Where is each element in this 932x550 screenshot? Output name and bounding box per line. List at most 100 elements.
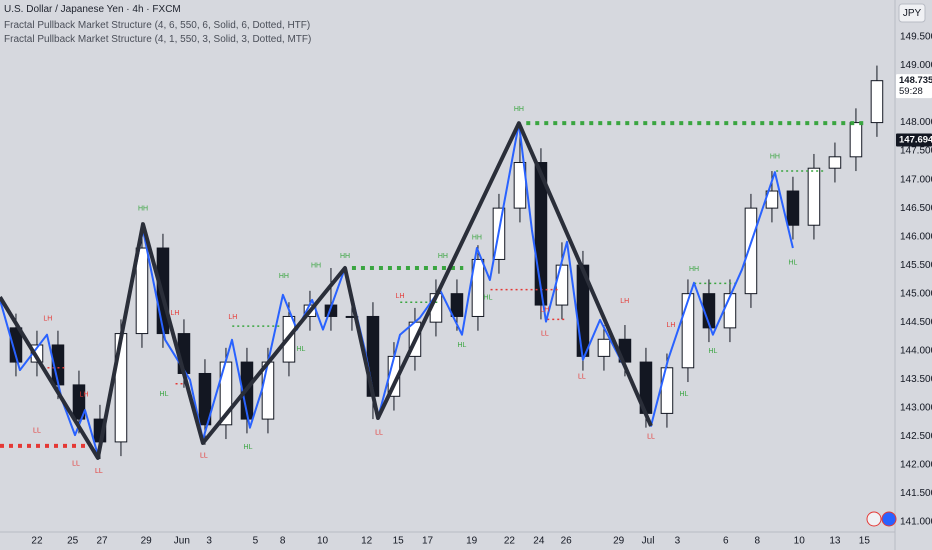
candle-body [555, 264, 569, 306]
x-tick-label: 24 [533, 536, 545, 547]
currency-box[interactable] [898, 3, 926, 23]
structure-label: HH [279, 273, 289, 280]
y-tick-label: 141.000 [900, 516, 932, 527]
candle-body [135, 247, 149, 335]
structure-label: HH [472, 235, 482, 242]
candle-body [534, 162, 548, 306]
candle-body [9, 327, 23, 363]
structure-label: HH [438, 253, 448, 260]
x-tick-label: 6 [723, 536, 729, 547]
indicator-label: Fractal Pullback Market Structure (4, 1,… [4, 34, 312, 45]
structure-label: LL [375, 430, 383, 437]
candle-body [30, 344, 44, 363]
x-tick-label: 8 [280, 536, 286, 547]
candle-body [870, 80, 884, 124]
x-tick-label: 10 [317, 536, 329, 547]
candle-body [471, 258, 485, 317]
structure-label: LH [80, 391, 89, 398]
y-tick-label: 143.000 [900, 402, 932, 413]
y-tick-label: 145.000 [900, 288, 932, 299]
y-tick-label: 142.000 [900, 459, 932, 470]
structure-label: HH [340, 253, 350, 260]
x-tick-label: 26 [561, 536, 573, 547]
candle-body [681, 293, 695, 369]
y-tick-label: 143.500 [900, 374, 932, 385]
x-tick-label: 8 [754, 536, 760, 547]
x-tick-label: 15 [393, 536, 405, 547]
structure-label: HH [514, 106, 524, 113]
x-tick-label: 27 [96, 536, 108, 547]
x-tick-label: 3 [675, 536, 681, 547]
y-tick-label: 146.000 [900, 231, 932, 242]
y-tick-label: 149.500 [900, 32, 932, 43]
x-tick-label: 25 [67, 536, 79, 547]
y-tick-label: 146.500 [900, 203, 932, 214]
x-tick-label: 15 [859, 536, 871, 547]
structure-label: HL [708, 348, 717, 355]
y-tick-label: 147.500 [900, 146, 932, 157]
structure-label: LH [540, 306, 549, 313]
structure-label: LH [620, 298, 629, 305]
x-tick-label: 13 [829, 536, 841, 547]
y-tick-label: 149.000 [900, 60, 932, 71]
structure-label: LH [666, 322, 675, 329]
chart-title: U.S. Dollar / Japanese Yen · 4h · FXCM [4, 4, 181, 15]
zigzag-line [0, 121, 653, 460]
structure-label: HL [296, 346, 305, 353]
x-tick-label: 17 [422, 536, 434, 547]
currency: JPY [903, 8, 922, 19]
event-icon[interactable] [866, 511, 882, 527]
structure-label: HL [160, 391, 169, 398]
candle-body [72, 384, 86, 420]
structure-label: LL [647, 434, 655, 441]
y-tick-label: 145.500 [900, 260, 932, 271]
candle-body [744, 207, 758, 295]
price-label: 148.735 [899, 75, 932, 86]
structure-label: HL [458, 342, 467, 349]
structure-label: LH [396, 293, 405, 300]
x-tick-label: Jun [174, 536, 190, 547]
price-label-box [896, 133, 932, 147]
structure-label: HH [770, 154, 780, 161]
candle-body [849, 122, 863, 158]
candle-body [807, 167, 821, 226]
y-tick-label: 141.500 [900, 488, 932, 499]
y-tick-label: 142.500 [900, 431, 932, 442]
plot-area: HH HH HH HH HH HH HH HH HH LH LH LH LH LH LH LH LH LL LL LL… [0, 65, 884, 475]
x-tick-label: 3 [206, 536, 212, 547]
candle-body [660, 367, 674, 414]
structure-label: LL [541, 330, 549, 337]
candle-body [198, 372, 212, 426]
structure-label: LL [200, 452, 208, 459]
x-tick-label: 29 [613, 536, 625, 547]
structure-label: HL [244, 444, 253, 451]
structure-label: LL [95, 468, 103, 475]
x-tick-label: 19 [466, 536, 478, 547]
structure-label: HL [788, 260, 797, 267]
y-tick-label: 144.500 [900, 317, 932, 328]
y-tick-label: 148.000 [900, 117, 932, 128]
structure-label: LH [170, 310, 179, 317]
structure-label: LH [43, 316, 52, 323]
structure-label: HH [311, 263, 321, 270]
structure-label: HH [689, 266, 699, 273]
structure-label: LL [33, 427, 41, 434]
candle-body [786, 190, 800, 226]
candle-body [450, 293, 464, 317]
price-label: 147.694 [899, 135, 932, 146]
structure-label: LL [578, 374, 586, 381]
structure-label: HL [679, 391, 688, 398]
x-tick-label: 10 [794, 536, 806, 547]
x-tick-label: Jul [642, 536, 655, 547]
flag-icon[interactable] [881, 511, 897, 527]
y-tick-label: 147.000 [900, 174, 932, 185]
countdown: 59:28 [899, 86, 923, 97]
x-tick-label: 12 [361, 536, 373, 547]
candle-body [828, 156, 842, 169]
x-tick-label: 22 [31, 536, 43, 547]
price-label-box [896, 74, 932, 99]
x-tick-label: 5 [253, 536, 259, 547]
indicator-label: Fractal Pullback Market Structure (4, 6,… [4, 20, 311, 31]
